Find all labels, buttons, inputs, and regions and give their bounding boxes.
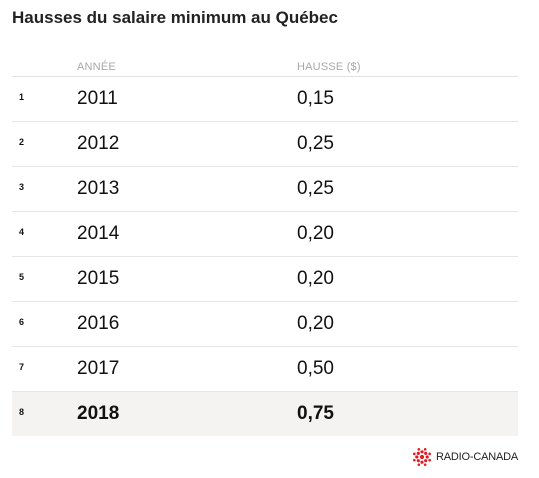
- row-increase: 0,20: [297, 268, 334, 289]
- row-increase: 0,25: [297, 133, 334, 154]
- row-year: 2013: [77, 178, 120, 199]
- row-increase: 0,50: [297, 358, 334, 379]
- table-row: 8 2018 0,75: [12, 392, 518, 436]
- row-increase: 0,25: [297, 178, 334, 199]
- row-rank: 8: [19, 407, 25, 417]
- table-row: 7 2017 0,50: [12, 347, 518, 392]
- data-table: ANNÉE HAUSSE ($) 1 2011 0,15 2 2012 0,25 3 2013…: [12, 54, 518, 436]
- table-row: 3 2013 0,25: [12, 167, 518, 212]
- row-year: 2017: [77, 358, 120, 379]
- row-year: 2011: [77, 88, 118, 109]
- row-increase: 0,75: [297, 403, 334, 424]
- brand-wordmark: RADIO-CANADA: [436, 451, 518, 463]
- table-row: 6 2016 0,20: [12, 302, 518, 347]
- table-row: 5 2015 0,20: [12, 257, 518, 302]
- row-year: 2016: [77, 313, 120, 334]
- row-year: 2015: [77, 268, 120, 289]
- row-year: 2014: [77, 223, 120, 244]
- table-body: 1 2011 0,15 2 2012 0,25 3 2013 0,25 4 2014 0,20 5 201…: [12, 77, 518, 436]
- row-increase: 0,20: [297, 313, 334, 334]
- table-row: 2 2012 0,25: [12, 122, 518, 167]
- row-rank: 7: [19, 362, 25, 372]
- row-rank: 1: [19, 92, 25, 102]
- row-rank: 3: [19, 182, 25, 192]
- radio-canada-gem-icon: [411, 447, 433, 467]
- chart-title: Hausses du salaire minimum au Québec: [12, 8, 338, 27]
- row-rank: 6: [19, 317, 25, 327]
- radio-canada-logo: RADIO-CANADA: [411, 447, 518, 467]
- row-rank: 5: [19, 272, 25, 282]
- column-header-increase: HAUSSE ($): [297, 61, 361, 73]
- row-increase: 0,15: [297, 88, 334, 109]
- row-rank: 4: [19, 227, 25, 237]
- table-row: 1 2011 0,15: [12, 77, 518, 122]
- row-year: 2018: [77, 403, 120, 424]
- table-row: 4 2014 0,20: [12, 212, 518, 257]
- row-increase: 0,20: [297, 223, 334, 244]
- row-rank: 2: [19, 137, 25, 147]
- row-year: 2012: [77, 133, 120, 154]
- table-header: ANNÉE HAUSSE ($): [12, 54, 518, 77]
- column-header-year: ANNÉE: [77, 61, 116, 73]
